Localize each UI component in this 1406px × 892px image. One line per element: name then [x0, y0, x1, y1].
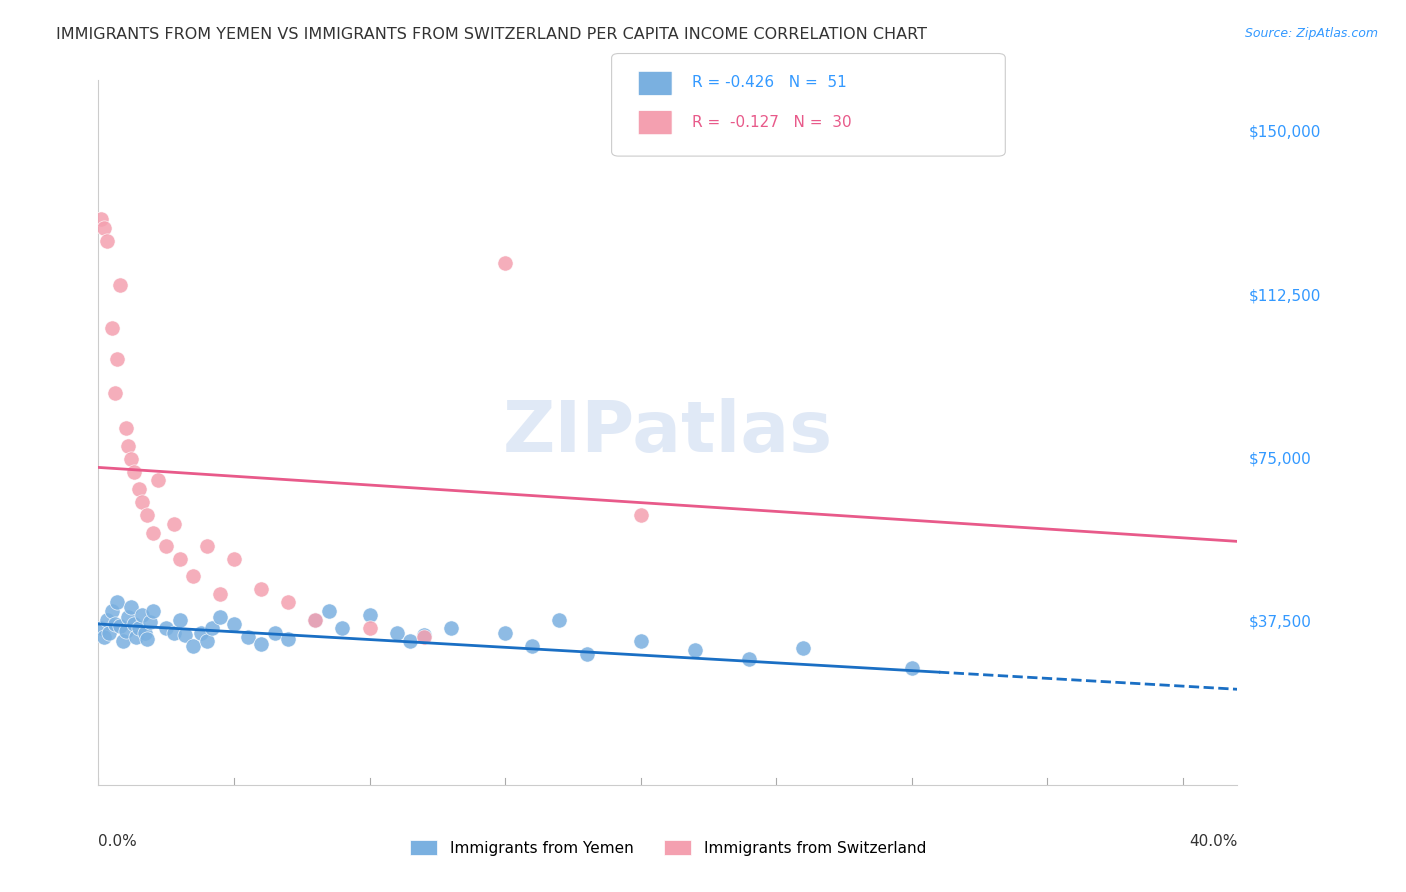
- Point: [117, 439, 139, 453]
- Point: [209, 610, 232, 624]
- Point: [548, 613, 571, 627]
- Point: [155, 539, 177, 553]
- Point: [139, 615, 162, 629]
- Point: [163, 516, 186, 531]
- Point: [98, 625, 121, 640]
- Point: [169, 551, 191, 566]
- Point: [195, 539, 218, 553]
- Point: [111, 634, 134, 648]
- Point: [90, 621, 112, 635]
- Point: [263, 625, 285, 640]
- Point: [128, 482, 150, 496]
- Point: [134, 625, 156, 640]
- Point: [114, 421, 136, 435]
- Text: R =  -0.127   N =  30: R = -0.127 N = 30: [692, 115, 852, 129]
- Point: [131, 608, 153, 623]
- Point: [183, 639, 205, 653]
- Point: [575, 648, 598, 662]
- Point: [174, 628, 197, 642]
- Point: [96, 613, 118, 627]
- Point: [107, 351, 129, 366]
- Point: [792, 640, 814, 655]
- Point: [90, 212, 112, 227]
- Text: IMMIGRANTS FROM YEMEN VS IMMIGRANTS FROM SWITZERLAND PER CAPITA INCOME CORRELATI: IMMIGRANTS FROM YEMEN VS IMMIGRANTS FROM…: [56, 27, 927, 42]
- Point: [277, 632, 299, 647]
- Point: [104, 386, 127, 401]
- Point: [304, 613, 326, 627]
- Point: [190, 625, 212, 640]
- Point: [107, 595, 129, 609]
- Point: [250, 582, 273, 597]
- Point: [332, 621, 354, 635]
- Point: [250, 637, 273, 651]
- Text: ZIPatlas: ZIPatlas: [503, 398, 832, 467]
- Point: [122, 465, 145, 479]
- Point: [236, 630, 259, 644]
- Point: [385, 625, 408, 640]
- Point: [114, 624, 136, 638]
- Point: [120, 451, 142, 466]
- Point: [738, 652, 761, 666]
- Point: [169, 613, 191, 627]
- Point: [125, 630, 148, 644]
- Point: [142, 604, 165, 618]
- Point: [277, 595, 299, 609]
- Point: [901, 660, 924, 674]
- Point: [683, 643, 706, 657]
- Point: [494, 625, 516, 640]
- Point: [117, 610, 139, 624]
- Point: [522, 639, 544, 653]
- Point: [96, 234, 118, 248]
- Point: [93, 221, 115, 235]
- Point: [222, 551, 245, 566]
- Point: [630, 634, 652, 648]
- Point: [163, 625, 186, 640]
- Point: [155, 621, 177, 635]
- Point: [136, 632, 159, 647]
- Point: [104, 617, 127, 632]
- Point: [146, 474, 169, 488]
- Point: [201, 621, 224, 635]
- Point: [128, 621, 150, 635]
- Text: $150,000: $150,000: [1249, 125, 1320, 140]
- Point: [412, 628, 434, 642]
- Text: R = -0.426   N =  51: R = -0.426 N = 51: [692, 76, 846, 90]
- Point: [399, 634, 422, 648]
- Point: [494, 256, 516, 270]
- Point: [440, 621, 463, 635]
- Text: $37,500: $37,500: [1249, 615, 1312, 630]
- Point: [101, 604, 124, 618]
- Point: [101, 321, 124, 335]
- Point: [142, 525, 165, 540]
- Point: [412, 630, 434, 644]
- Point: [122, 617, 145, 632]
- Point: [359, 621, 381, 635]
- Point: [195, 634, 218, 648]
- Point: [108, 619, 131, 633]
- Point: [630, 508, 652, 523]
- Point: [183, 569, 205, 583]
- Text: Source: ZipAtlas.com: Source: ZipAtlas.com: [1244, 27, 1378, 40]
- Point: [93, 630, 115, 644]
- Point: [108, 277, 131, 292]
- Point: [222, 617, 245, 632]
- Point: [318, 604, 340, 618]
- Text: 40.0%: 40.0%: [1189, 834, 1237, 849]
- Text: $112,500: $112,500: [1249, 288, 1320, 303]
- Point: [359, 608, 381, 623]
- Text: $75,000: $75,000: [1249, 451, 1312, 467]
- Point: [304, 613, 326, 627]
- Point: [209, 586, 232, 600]
- Point: [131, 495, 153, 509]
- Text: 0.0%: 0.0%: [98, 834, 138, 849]
- Legend: Immigrants from Yemen, Immigrants from Switzerland: Immigrants from Yemen, Immigrants from S…: [404, 834, 932, 862]
- Point: [120, 599, 142, 614]
- Point: [136, 508, 159, 523]
